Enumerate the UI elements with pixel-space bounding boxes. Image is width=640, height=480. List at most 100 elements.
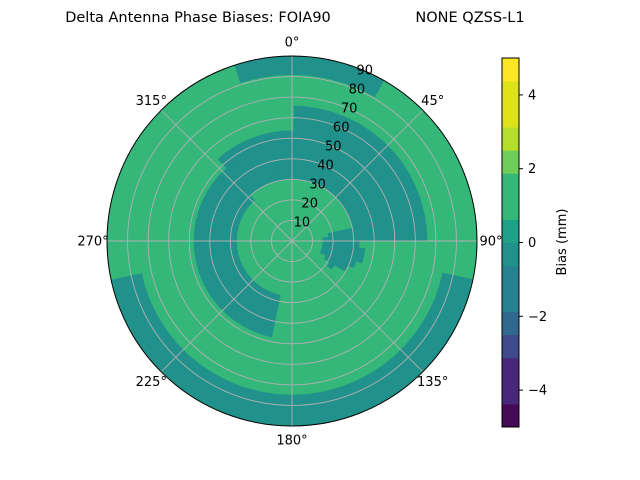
radial-tick-label: 50 xyxy=(325,140,342,155)
radial-tick-label: 60 xyxy=(333,121,350,136)
azimuth-grid-line xyxy=(291,109,424,242)
colorbar: −4 −2 0 2 4 Bias (mm) xyxy=(501,57,570,428)
contour-cell xyxy=(389,229,398,243)
contour-cell xyxy=(289,393,310,402)
colorbar-band xyxy=(502,173,519,197)
colorbar-band xyxy=(502,288,519,313)
contour-cell xyxy=(290,357,306,365)
contour-cell xyxy=(290,381,308,390)
contour-cell xyxy=(279,123,294,131)
polar-frame xyxy=(106,55,478,427)
contour-cell xyxy=(290,320,302,328)
contour-cell xyxy=(432,225,441,243)
colorbar-tick-label: −2 xyxy=(528,310,547,325)
colorbar-tick-label: −4 xyxy=(528,384,547,399)
contour-cell xyxy=(217,239,225,250)
colorbar-band xyxy=(502,219,519,243)
azimuth-grid-line xyxy=(160,109,293,242)
contour-cell xyxy=(289,418,312,426)
contour-cell xyxy=(280,135,294,144)
colorbar-band xyxy=(502,380,519,405)
azimuth-tick-label: 315° xyxy=(136,94,167,109)
azimuth-tick-label: 180° xyxy=(276,434,307,449)
contour-cell xyxy=(276,98,294,107)
contour-cell xyxy=(290,314,301,322)
colorbar-band xyxy=(502,403,519,428)
contour-cell xyxy=(290,344,304,353)
radial-tick-label: 10 xyxy=(294,216,311,231)
contour-cell xyxy=(276,92,294,101)
polar-plot-area: 0° 45° 90° 135° 180° 225° 270° 315° 10 20 30 40 50 6… xyxy=(77,36,502,449)
colorbar-tick-label: 2 xyxy=(528,162,536,177)
contour-cell xyxy=(281,148,294,156)
contour-cell xyxy=(131,238,140,259)
contour-cell xyxy=(426,225,435,243)
contour-cell xyxy=(107,238,115,261)
colorbar-tick-label: 0 xyxy=(528,236,536,251)
chart-title: Delta Antenna Phase Biases: FOIA90 xyxy=(65,10,331,26)
azimuth-tick-label: 0° xyxy=(285,36,300,51)
contour-cell xyxy=(290,326,303,334)
contour-cell xyxy=(192,239,201,252)
contour-cell xyxy=(186,239,195,253)
polar-grid xyxy=(107,56,477,426)
contour-cell xyxy=(174,239,182,254)
colorbar-band xyxy=(502,265,519,290)
azimuth-tick-label: 135° xyxy=(417,375,448,390)
contour-cell xyxy=(278,117,294,125)
contour-cell xyxy=(282,154,294,162)
contour-cell xyxy=(280,129,294,138)
contour-cell xyxy=(420,226,429,243)
colorbar-band xyxy=(502,334,519,359)
radial-tick-label: 70 xyxy=(341,102,358,117)
contour-cell xyxy=(143,239,152,257)
radial-tick-label: 80 xyxy=(349,83,366,98)
contour-cell xyxy=(444,223,453,244)
contour-cell xyxy=(290,338,304,347)
contour-cell xyxy=(272,56,295,64)
contour-cell xyxy=(290,332,303,341)
contour-cell xyxy=(469,221,477,244)
colorbar-band xyxy=(502,242,519,266)
contour-cell xyxy=(352,233,361,243)
contour-cell xyxy=(395,229,404,243)
colorbar-bands xyxy=(502,58,519,428)
contour-cell xyxy=(383,230,392,243)
contour-cell xyxy=(290,375,308,384)
colorbar-band xyxy=(502,311,519,336)
radial-tick-label: 20 xyxy=(301,197,318,212)
colorbar-label: Bias (mm) xyxy=(555,209,570,276)
contour-cell xyxy=(180,239,189,253)
azimuth-grid-line xyxy=(160,240,293,373)
radial-tick-label: 30 xyxy=(309,178,326,193)
contour-cell xyxy=(223,239,232,249)
contour-cell xyxy=(155,239,164,256)
azimuth-tick-label: 45° xyxy=(421,94,444,109)
contour-cell xyxy=(290,301,300,310)
azimuth-tick-label: 225° xyxy=(136,375,167,390)
colorbar-band xyxy=(502,127,519,151)
chart-subtitle: NONE QZSS-L1 xyxy=(415,10,524,26)
colorbar-tick-label: 4 xyxy=(528,88,536,103)
colorbar-ticks: −4 −2 0 2 4 xyxy=(519,88,547,399)
colorbar-band xyxy=(502,104,519,128)
contour-cell xyxy=(290,351,305,359)
contour-cell xyxy=(168,239,176,255)
colorbar-band xyxy=(502,81,519,105)
contour-cell xyxy=(365,232,373,243)
contour-cell xyxy=(199,239,207,252)
contour-cell xyxy=(402,228,410,243)
contour-cell xyxy=(290,369,307,378)
colorbar-band xyxy=(502,357,519,382)
radial-tick-labels: 10 20 30 40 50 60 70 80 90 xyxy=(294,64,373,231)
contour-cell xyxy=(277,104,294,113)
azimuth-tick-label: 270° xyxy=(77,235,108,250)
contour-cell xyxy=(274,80,295,89)
colorbar-band xyxy=(502,150,519,174)
contour-cell xyxy=(377,230,385,243)
contour-cell xyxy=(408,227,416,243)
contour-cell xyxy=(149,239,158,257)
radial-tick-label: 90 xyxy=(357,64,374,79)
contour-cell xyxy=(281,141,294,150)
